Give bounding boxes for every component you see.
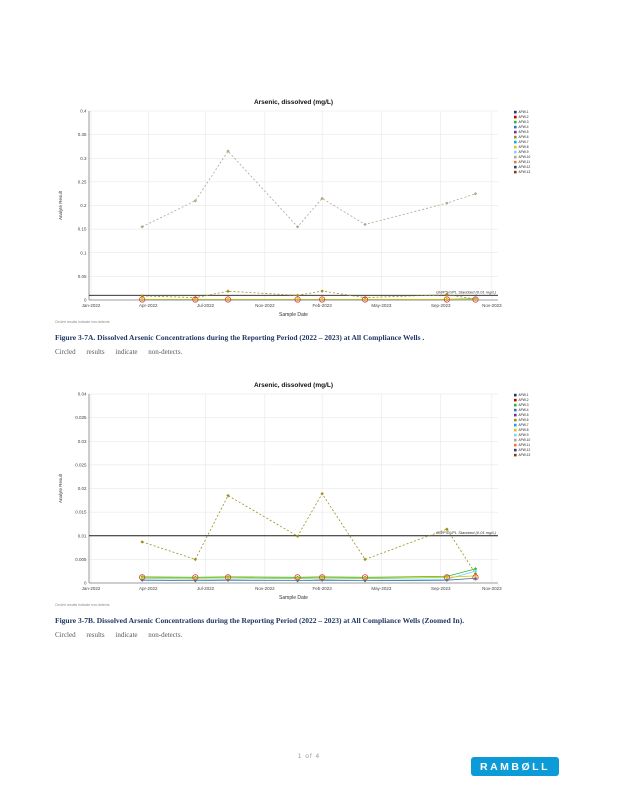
- svg-text:APW-13: APW-13: [519, 453, 531, 457]
- svg-text:Circled results indicate non-d: Circled results indicate non-detects: [55, 320, 110, 324]
- figure-3-7a-note: Circled results indicate non-detects.: [55, 347, 183, 356]
- ramboll-logo: RAMBØLL: [471, 757, 559, 776]
- svg-text:0.25: 0.25: [78, 179, 87, 184]
- svg-text:Feb-2023: Feb-2023: [312, 303, 332, 308]
- svg-text:0.015: 0.015: [75, 510, 87, 515]
- svg-text:Nov-2023: Nov-2023: [482, 586, 502, 591]
- figure-3-7b-chart: 0 0.005 0.01 0.015 0.02 0.025 0.03 0.035 0.04 Jan…: [55, 378, 560, 613]
- svg-text:Nov-2023: Nov-2023: [482, 303, 502, 308]
- ramboll-logo-text: RAMBØLL: [480, 760, 550, 773]
- svg-text:APW-3: APW-3: [519, 120, 529, 124]
- svg-text:Nov-2022: Nov-2022: [255, 586, 275, 591]
- svg-text:GWPS/UPL Standard (0.01 mg/L): GWPS/UPL Standard (0.01 mg/L): [436, 530, 497, 535]
- svg-text:APW-3: APW-3: [519, 403, 529, 407]
- svg-text:APW-4: APW-4: [519, 125, 529, 129]
- svg-text:0.03: 0.03: [78, 439, 87, 444]
- svg-text:0: 0: [84, 298, 87, 303]
- svg-text:0: 0: [84, 581, 87, 586]
- svg-text:Jan-2022: Jan-2022: [82, 586, 101, 591]
- svg-text:APW-9: APW-9: [519, 150, 529, 154]
- svg-text:APW-12: APW-12: [519, 165, 531, 169]
- svg-text:Sep-2023: Sep-2023: [431, 303, 451, 308]
- chart-svg: 0 0.05 0.1 0.15 0.2 0.25 0.3 0.35 0.4 Jan-2022 Apr…: [55, 99, 531, 324]
- svg-text:APW-1: APW-1: [519, 110, 529, 114]
- svg-text:Sample Date: Sample Date: [279, 312, 308, 318]
- svg-text:APW-6: APW-6: [519, 418, 529, 422]
- svg-text:0.05: 0.05: [78, 274, 87, 279]
- svg-text:May-2023: May-2023: [371, 586, 392, 591]
- svg-text:APW-9: APW-9: [519, 433, 529, 437]
- svg-text:0.035: 0.035: [75, 415, 87, 420]
- svg-text:APW-4: APW-4: [519, 408, 529, 412]
- page-number: 1 of 4: [297, 753, 321, 760]
- svg-text:0.2: 0.2: [80, 203, 87, 208]
- svg-text:Sep-2023: Sep-2023: [431, 586, 451, 591]
- svg-text:Analyte Result: Analyte Result: [58, 190, 63, 220]
- svg-text:APW-10: APW-10: [519, 155, 531, 159]
- svg-text:Nov-2022: Nov-2022: [255, 303, 275, 308]
- svg-text:Apr-2022: Apr-2022: [139, 303, 158, 308]
- svg-text:Analyte Result: Analyte Result: [58, 473, 63, 503]
- svg-text:APW-6: APW-6: [519, 135, 529, 139]
- svg-text:Circled results indicate non-d: Circled results indicate non-detects: [55, 603, 110, 607]
- svg-text:May-2023: May-2023: [371, 303, 392, 308]
- svg-text:Arsenic, dissolved (mg/L): Arsenic, dissolved (mg/L): [254, 99, 333, 106]
- svg-text:Jul-2022: Jul-2022: [197, 586, 215, 591]
- svg-text:APW-5: APW-5: [519, 413, 529, 417]
- figure-3-7b-block: 0 0.005 0.01 0.015 0.02 0.025 0.03 0.035 0.04 Jan…: [55, 378, 562, 639]
- svg-text:GWPS/UPL Standard (0.01 mg/L): GWPS/UPL Standard (0.01 mg/L): [436, 289, 497, 294]
- svg-text:APW-8: APW-8: [519, 428, 529, 432]
- svg-text:Arsenic, dissolved (mg/L): Arsenic, dissolved (mg/L): [254, 382, 333, 389]
- figure-3-7a-caption: Figure 3-7A. Dissolved Arsenic Concentra…: [55, 333, 425, 342]
- svg-text:0.01: 0.01: [78, 533, 87, 538]
- svg-text:APW-2: APW-2: [519, 398, 529, 402]
- svg-text:APW-13: APW-13: [519, 170, 531, 174]
- figure-3-7b-note: Circled results indicate non-detects.: [55, 630, 183, 639]
- figure-3-7a-chart: 0 0.05 0.1 0.15 0.2 0.25 0.3 0.35 0.4 Jan-2022 Apr…: [55, 95, 560, 330]
- svg-text:Jul-2022: Jul-2022: [197, 303, 215, 308]
- svg-text:0.025: 0.025: [75, 462, 87, 467]
- svg-text:APW-2: APW-2: [519, 115, 529, 119]
- svg-text:APW-12: APW-12: [519, 448, 531, 452]
- svg-text:Feb-2023: Feb-2023: [312, 586, 332, 591]
- svg-text:0.1: 0.1: [80, 250, 87, 255]
- svg-text:APW-7: APW-7: [519, 423, 529, 427]
- svg-text:APW-1: APW-1: [519, 393, 529, 397]
- svg-text:0.35: 0.35: [78, 132, 87, 137]
- figure-3-7a-block: 0 0.05 0.1 0.15 0.2 0.25 0.3 0.35 0.4 Jan-2022 Apr…: [55, 95, 562, 356]
- svg-text:Jan-2022: Jan-2022: [82, 303, 101, 308]
- chart-svg: 0 0.005 0.01 0.015 0.02 0.025 0.03 0.035 0.04 Jan…: [55, 382, 531, 607]
- svg-text:APW-5: APW-5: [519, 130, 529, 134]
- svg-text:0.005: 0.005: [75, 557, 87, 562]
- svg-text:0.02: 0.02: [78, 486, 87, 491]
- svg-text:APW-11: APW-11: [519, 443, 531, 447]
- figure-3-7b-caption: Figure 3-7B. Dissolved Arsenic Concentra…: [55, 616, 465, 625]
- svg-text:Sample Date: Sample Date: [279, 595, 308, 601]
- svg-text:0.15: 0.15: [78, 227, 87, 232]
- svg-text:0.4: 0.4: [80, 109, 87, 114]
- svg-text:APW-8: APW-8: [519, 145, 529, 149]
- svg-text:APW-11: APW-11: [519, 160, 531, 164]
- svg-text:Apr-2022: Apr-2022: [139, 586, 158, 591]
- svg-text:APW-10: APW-10: [519, 438, 531, 442]
- svg-text:0.3: 0.3: [80, 156, 87, 161]
- svg-text:APW-7: APW-7: [519, 140, 529, 144]
- svg-text:0.04: 0.04: [78, 392, 87, 397]
